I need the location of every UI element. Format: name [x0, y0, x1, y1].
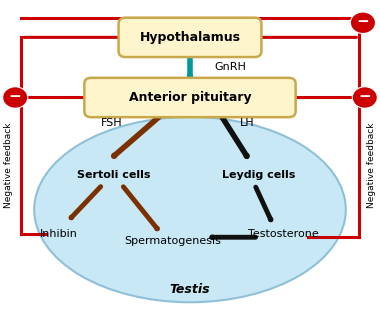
Text: FSH: FSH: [101, 119, 123, 128]
Text: −: −: [358, 89, 371, 104]
Circle shape: [350, 12, 375, 33]
Text: −: −: [356, 14, 369, 29]
Circle shape: [3, 87, 28, 108]
Text: −: −: [9, 89, 22, 104]
Text: Leydig cells: Leydig cells: [222, 171, 295, 180]
Text: Anterior pituitary: Anterior pituitary: [129, 91, 251, 104]
Text: Sertoli cells: Sertoli cells: [77, 171, 151, 180]
Text: LH: LH: [240, 119, 254, 128]
Text: Negative feedback: Negative feedback: [367, 123, 376, 209]
Text: Inhibin: Inhibin: [40, 229, 78, 239]
Text: Testosterone: Testosterone: [248, 229, 318, 239]
Text: Spermatogenesis: Spermatogenesis: [125, 236, 221, 246]
FancyBboxPatch shape: [119, 18, 261, 57]
Text: GnRH: GnRH: [215, 62, 247, 72]
Text: Hypothalamus: Hypothalamus: [139, 31, 241, 44]
FancyBboxPatch shape: [84, 78, 296, 117]
Text: Testis: Testis: [170, 283, 210, 296]
Circle shape: [352, 87, 377, 108]
Ellipse shape: [34, 117, 346, 302]
Text: Negative feedback: Negative feedback: [4, 123, 13, 209]
